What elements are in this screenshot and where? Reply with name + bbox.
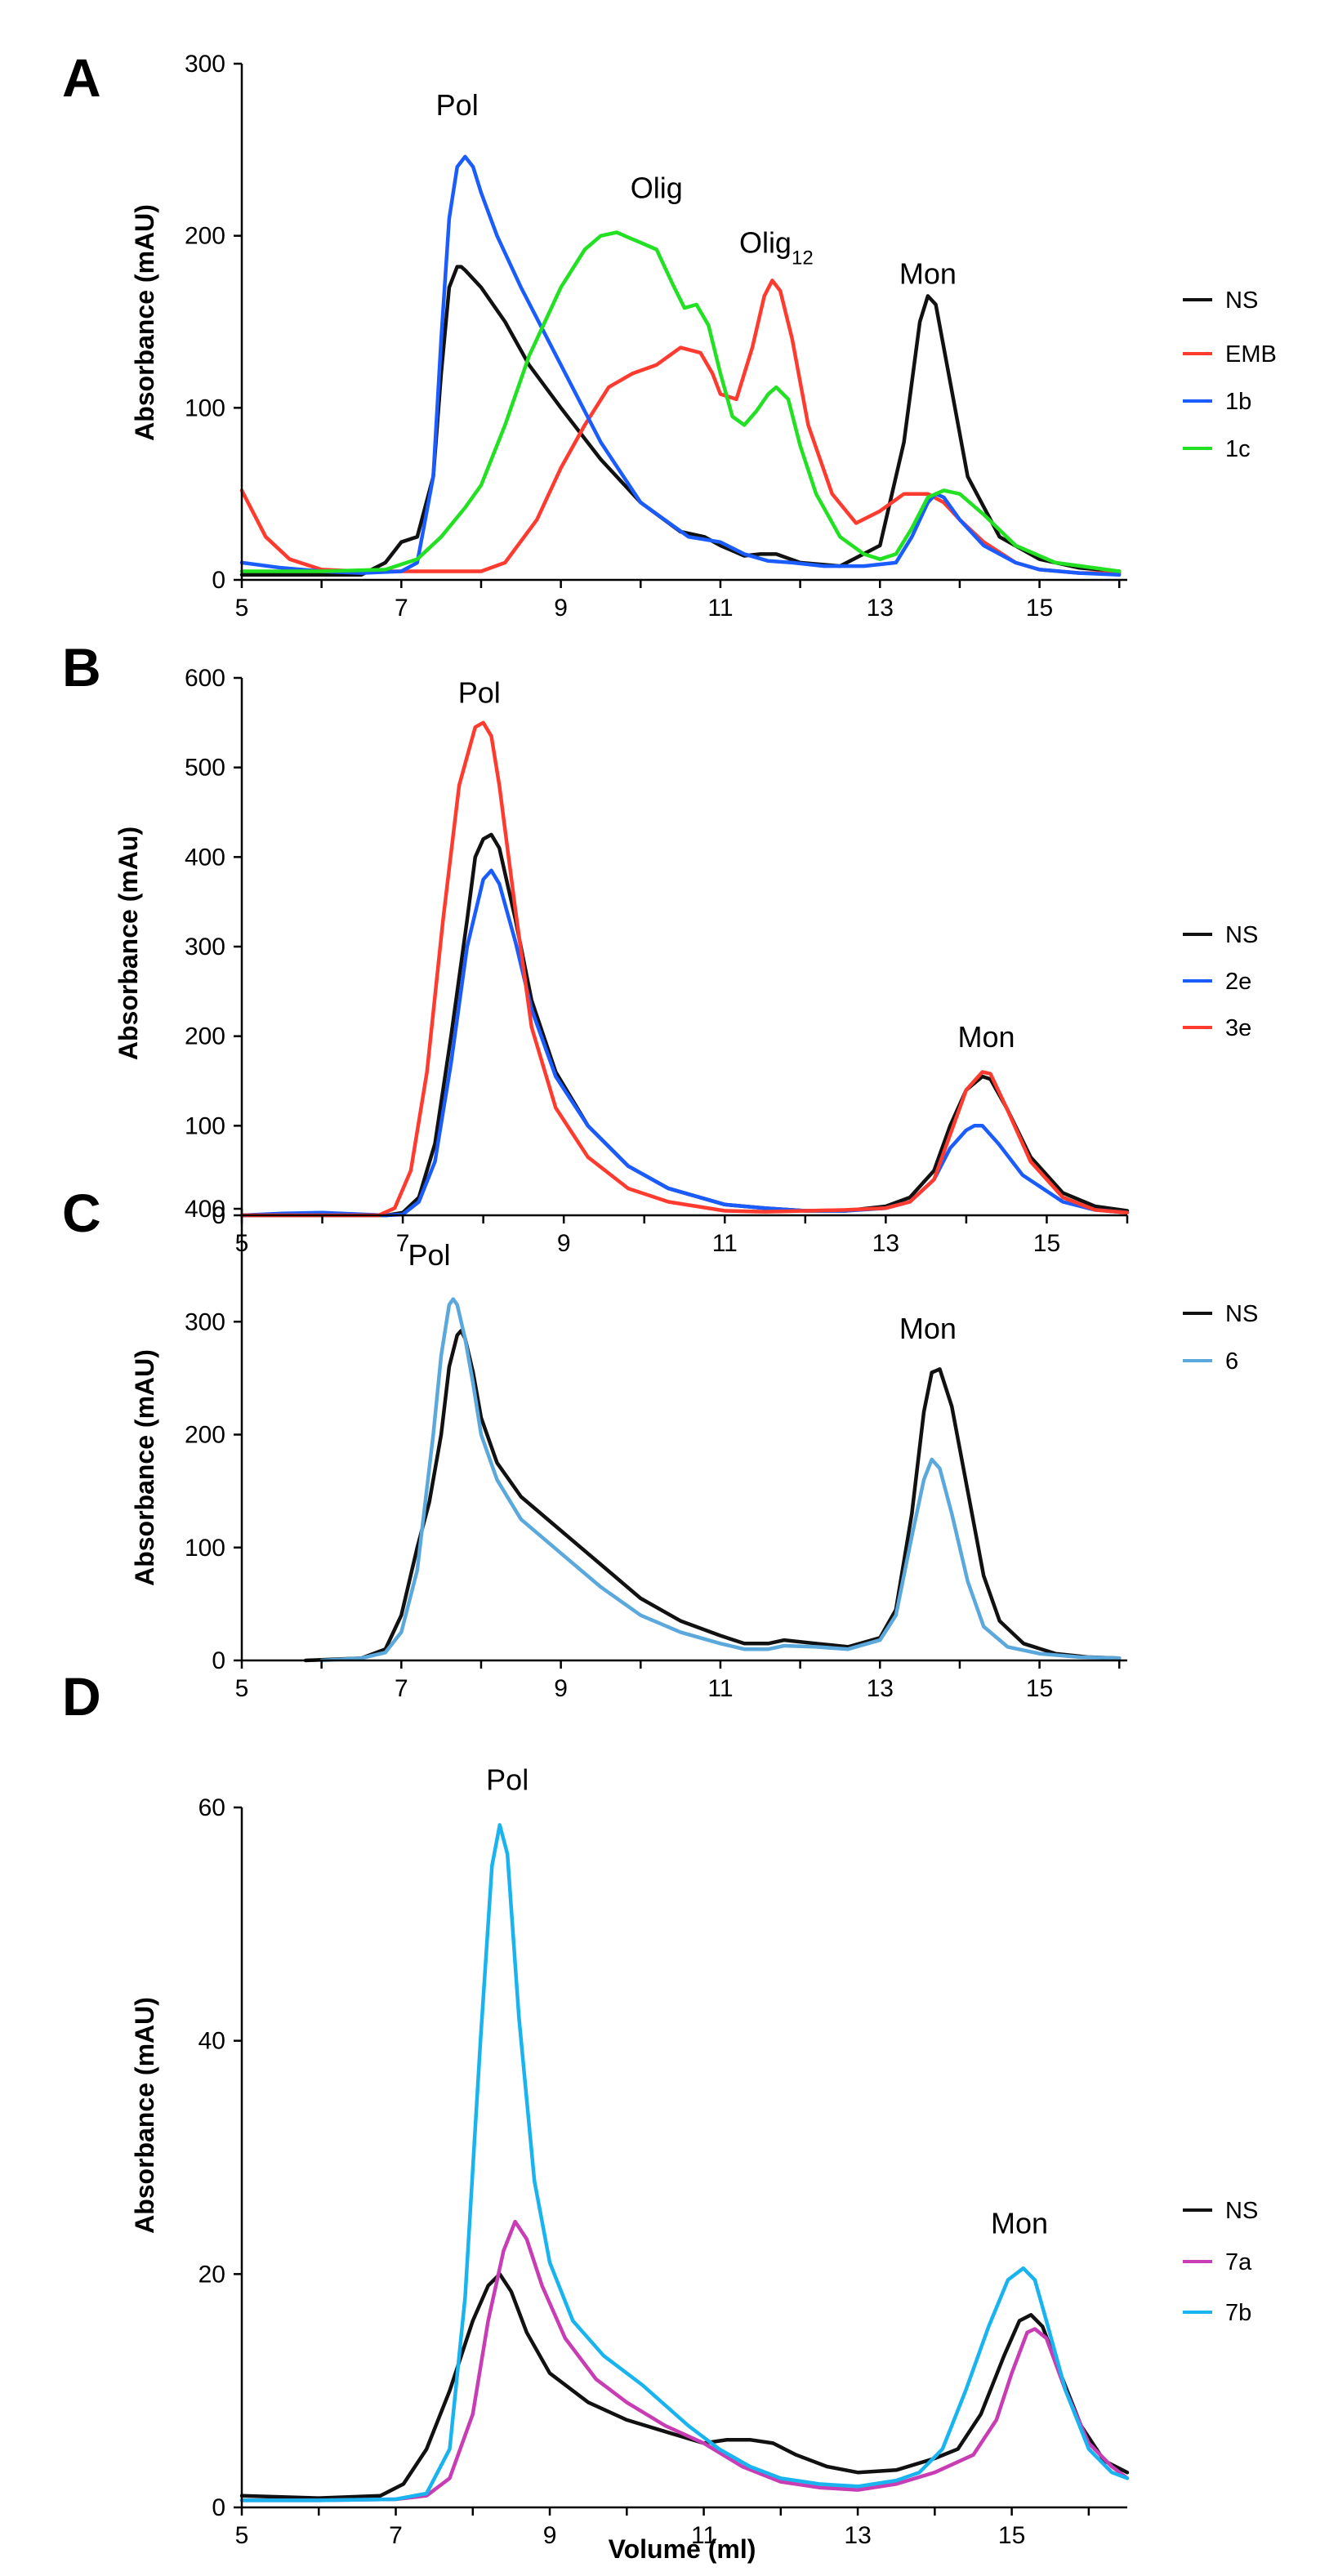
- y-tick-label-B: 100: [185, 1112, 225, 1139]
- y-axis-title-B: Absorbance (mAu): [114, 827, 143, 1060]
- y-tick-label-C: 300: [185, 1308, 225, 1335]
- panel-letter-A: A: [62, 47, 101, 108]
- y-tick-label-B: 0: [212, 1202, 225, 1229]
- legend-label-C-6: 6: [1225, 1348, 1238, 1375]
- plot-area-C: 5 7 9 11 13 15 0 100 200 300 400 Pol Mon: [185, 1196, 1127, 1702]
- peak-label-A-1: Olig: [631, 171, 683, 204]
- y-tick-label-C: 200: [185, 1422, 225, 1449]
- series-line-D-7a: [239, 2219, 1130, 2502]
- x-tick-label-C: 7: [395, 1675, 408, 1702]
- x-tick-label-C: 15: [1026, 1675, 1053, 1702]
- peak-label-C-1: Mon: [899, 1312, 957, 1345]
- x-tick-label-B: 7: [396, 1230, 410, 1257]
- x-tick-label-D: 13: [844, 2522, 871, 2549]
- y-tick-label-A: 300: [185, 51, 225, 78]
- peak-label-B-1: Mon: [958, 1020, 1015, 1054]
- x-tick-label-A: 9: [554, 595, 568, 622]
- x-tick-label-A: 7: [395, 595, 408, 622]
- legend-label-B-NS: NS: [1225, 922, 1258, 948]
- x-tick-label-A: 11: [707, 595, 733, 622]
- x-tick-label-A: 13: [867, 595, 894, 622]
- plot-area-A: 5 7 9 11 13 15 0 100 200 300 Pol Olig Olig12 Mon: [185, 51, 1127, 622]
- legend-label-A-1c: 1c: [1225, 436, 1251, 462]
- series-line-A-1c: [239, 230, 1122, 573]
- series-line-A-1b: [239, 154, 1122, 577]
- panel-letter-B: B: [62, 637, 101, 697]
- series-line-D-7b: [239, 1823, 1130, 2502]
- peak-label-A-2: Olig12: [739, 226, 814, 270]
- x-tick-label-C: 11: [707, 1675, 733, 1702]
- y-tick-label-D: 0: [212, 2494, 225, 2521]
- peak-label-A-0: Pol: [436, 88, 479, 122]
- y-tick-label-A: 200: [185, 223, 225, 250]
- legend-label-D-NS: NS: [1225, 2198, 1258, 2224]
- series-line-B-3e: [239, 720, 1130, 1218]
- x-tick-label-D: 15: [998, 2522, 1025, 2549]
- series-line-A-NS: [239, 265, 1122, 577]
- y-tick-label-A: 100: [185, 394, 225, 421]
- legend-D: NS 7a 7b: [1183, 2198, 1258, 2326]
- peak-label-C-0: Pol: [408, 1238, 450, 1272]
- x-tick-label-B: 13: [872, 1230, 899, 1257]
- x-tick-label-B: 11: [712, 1230, 738, 1257]
- y-axis-title-A: Absorbance (mAU): [130, 204, 159, 441]
- peak-label-B-0: Pol: [458, 676, 501, 710]
- y-tick-label-A: 0: [212, 567, 225, 594]
- y-tick-label-B: 500: [185, 755, 225, 782]
- panel-letter-C: C: [62, 1183, 101, 1243]
- legend-label-B-2e: 2e: [1225, 969, 1251, 995]
- y-tick-label-D: 60: [198, 1794, 225, 1821]
- x-tick-label-C: 9: [554, 1675, 568, 1702]
- panel-D: D Absorbance (mAU) 5 7 9 11 13 15 0 20 40 60 Pol Mo…: [62, 1666, 1258, 2564]
- x-tick-label-A: 15: [1026, 595, 1053, 622]
- y-axis-title-D: Absorbance (mAU): [130, 1997, 159, 2234]
- panel-C: C Absorbance (mAU) 5 7 9 11 13 15 0 100 200 300 40…: [62, 1183, 1258, 1702]
- legend-label-D-7a: 7a: [1225, 2249, 1252, 2275]
- x-tick-label-D: 9: [543, 2522, 557, 2549]
- x-axis-title: Volume (ml): [609, 2534, 756, 2564]
- legend-label-B-3e: 3e: [1225, 1015, 1251, 1041]
- series-line-C-6: [319, 1297, 1122, 1663]
- series-line-D-NS: [239, 2272, 1130, 2500]
- y-tick-label-D: 20: [198, 2261, 225, 2288]
- series-line-C-NS: [303, 1329, 1122, 1663]
- plot-area-D: 5 7 9 11 13 15 0 20 40 60 Pol Mon: [198, 1763, 1130, 2549]
- legend-label-C-NS: NS: [1225, 1301, 1258, 1327]
- series-line-B-2e: [239, 868, 1130, 1218]
- peak-label-A-3: Mon: [899, 257, 957, 291]
- x-tick-label-C: 13: [867, 1675, 894, 1702]
- x-tick-label-A: 5: [235, 595, 249, 622]
- y-tick-label-B: 400: [185, 844, 225, 871]
- x-tick-label-B: 15: [1033, 1230, 1060, 1257]
- panel-B: B Absorbance (mAu) 5 7 9 11 13 15010020030040…: [62, 637, 1258, 1257]
- panel-A: A Absorbance (mAU) 5 7 9 11 13 15 0 100 200 300 Po…: [62, 47, 1277, 622]
- y-tick-label-C: 0: [212, 1647, 225, 1674]
- legend-C: NS 6: [1183, 1301, 1258, 1375]
- y-tick-label-B: 600: [185, 665, 225, 692]
- legend-label-A-EMB: EMB: [1225, 341, 1277, 368]
- legend-B: NS 2e 3e: [1183, 922, 1258, 1041]
- y-axis-title-C: Absorbance (mAU): [130, 1349, 159, 1586]
- legend-label-A-NS: NS: [1225, 287, 1258, 314]
- x-tick-label-C: 5: [235, 1675, 249, 1702]
- y-tick-label-C: 400: [185, 1196, 225, 1223]
- legend-A: NS EMB 1b 1c: [1183, 287, 1277, 462]
- y-tick-label-B: 300: [185, 934, 225, 960]
- panel-letter-D: D: [62, 1666, 101, 1727]
- y-tick-label-D: 40: [198, 2028, 225, 2055]
- x-tick-label-D: 11: [691, 2522, 716, 2549]
- x-tick-label-D: 5: [235, 2522, 249, 2549]
- peak-label-D-1: Mon: [991, 2206, 1048, 2240]
- legend-label-A-1b: 1b: [1225, 389, 1251, 415]
- y-tick-label-B: 200: [185, 1023, 225, 1050]
- peak-label-D-0: Pol: [486, 1763, 529, 1797]
- x-tick-label-D: 7: [389, 2522, 403, 2549]
- x-tick-label-B: 9: [557, 1230, 571, 1257]
- y-tick-label-C: 100: [185, 1535, 225, 1562]
- legend-label-D-7b: 7b: [1225, 2300, 1251, 2326]
